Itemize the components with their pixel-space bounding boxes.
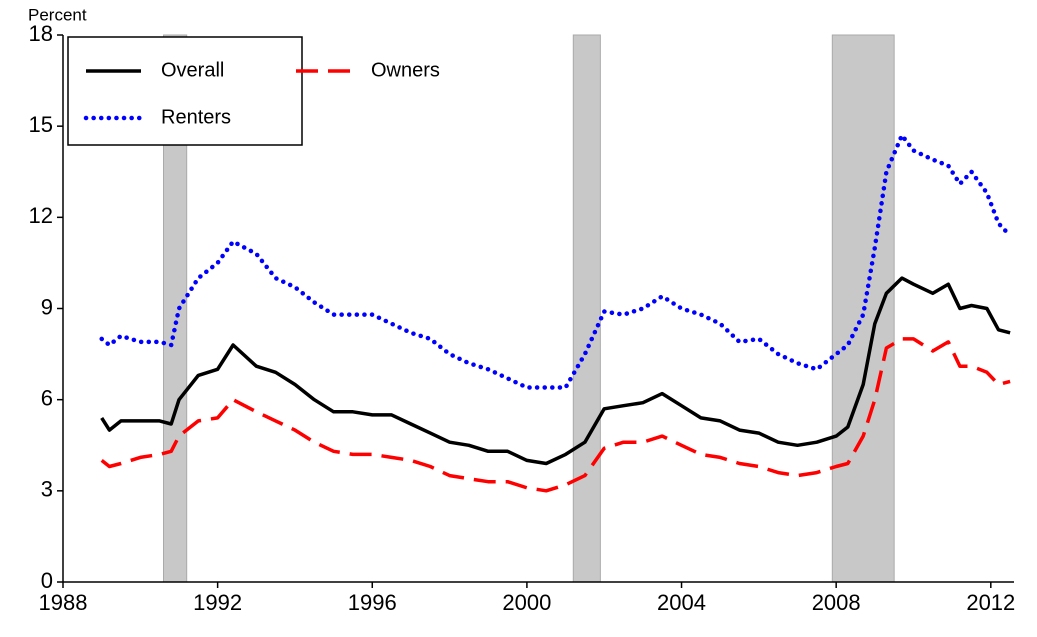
series-line bbox=[99, 133, 1013, 390]
x-tick-label: 1992 bbox=[193, 590, 242, 615]
y-tick-label: 12 bbox=[29, 203, 53, 228]
x-tick-label: 2012 bbox=[966, 590, 1015, 615]
legend-label: Owners bbox=[371, 59, 440, 81]
x-tick-label: 1988 bbox=[39, 590, 88, 615]
x-tick-label: 2004 bbox=[657, 590, 706, 615]
y-tick-label: 6 bbox=[41, 385, 53, 410]
legend-box bbox=[67, 36, 303, 146]
x-tick-label: 1996 bbox=[348, 590, 397, 615]
legend-label: Renters bbox=[161, 106, 231, 128]
legend-label: Overall bbox=[161, 59, 224, 81]
y-tick-label: 9 bbox=[41, 294, 53, 319]
x-tick-label: 2008 bbox=[812, 590, 861, 615]
y-axis-label: Percent bbox=[28, 5, 87, 24]
series-line bbox=[100, 276, 1011, 466]
y-tick-label: 3 bbox=[41, 477, 53, 502]
x-tick-label: 2000 bbox=[502, 590, 551, 615]
series-line bbox=[100, 337, 1011, 493]
recession-band bbox=[572, 34, 601, 583]
y-tick-label: 18 bbox=[29, 21, 53, 46]
y-tick-label: 15 bbox=[29, 112, 53, 137]
y-tick-label: 0 bbox=[41, 568, 53, 593]
